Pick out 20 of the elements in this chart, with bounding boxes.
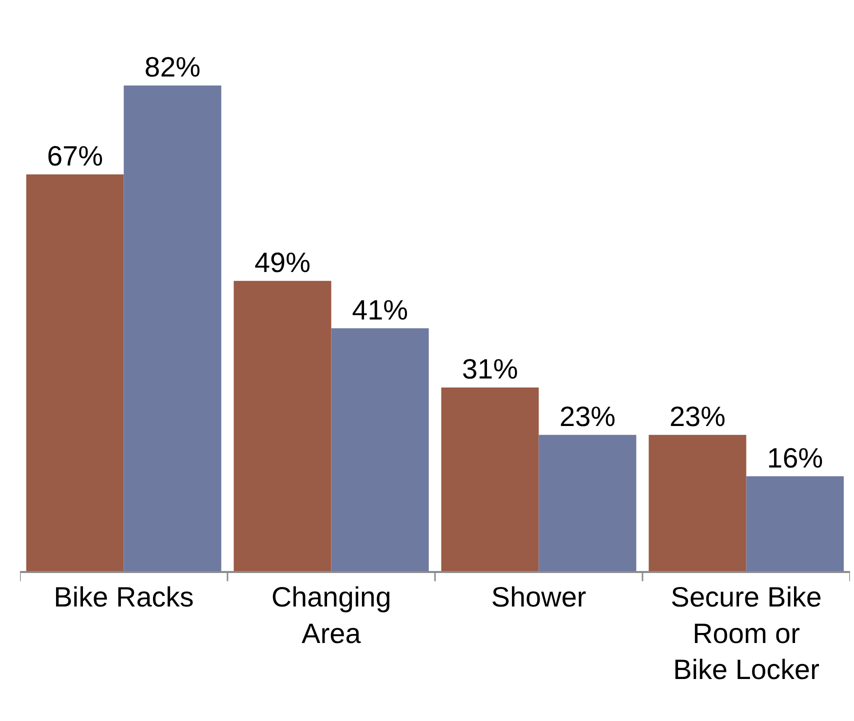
bar <box>441 387 539 571</box>
data-label: 82% <box>144 52 201 83</box>
x-tick-label: Changing Area <box>271 581 392 649</box>
x-tick-label: Bike Racks <box>54 581 194 612</box>
bar <box>538 434 636 571</box>
data-label: 23% <box>559 400 616 432</box>
data-label: 49% <box>254 246 311 278</box>
bar <box>26 174 124 571</box>
bar <box>648 434 746 571</box>
x-tick-label: Shower <box>491 581 586 612</box>
data-label: 41% <box>352 294 408 326</box>
bar <box>124 86 222 571</box>
bar <box>746 476 844 571</box>
data-label: 23% <box>669 400 726 432</box>
bar <box>234 280 332 571</box>
data-label: 31% <box>462 353 518 384</box>
bar <box>331 328 429 571</box>
data-label: 16% <box>766 442 824 474</box>
x-tick-label: Secure Bike Room or Bike Locker <box>670 581 822 686</box>
data-label: 67% <box>46 140 104 172</box>
